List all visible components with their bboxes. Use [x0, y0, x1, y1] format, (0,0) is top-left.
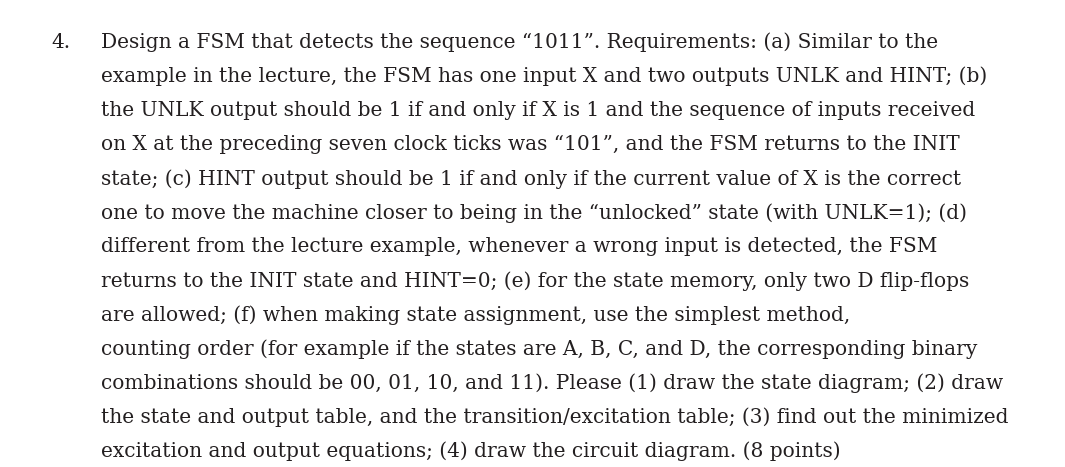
Text: counting order (for example if the states are A, B, C, and D, the corresponding : counting order (for example if the state…: [101, 340, 978, 359]
Text: returns to the INIT state and HINT=0; (e) for the state memory, only two D flip-: returns to the INIT state and HINT=0; (e…: [101, 271, 969, 291]
Text: on X at the preceding seven clock ticks was “101”, and the FSM returns to the IN: on X at the preceding seven clock ticks …: [101, 135, 960, 154]
Text: combinations should be 00, 01, 10, and 11). Please (1) draw the state diagram; (: combinations should be 00, 01, 10, and 1…: [101, 374, 1003, 393]
Text: Design a FSM that detects the sequence “1011”. Requirements: (a) Similar to the: Design a FSM that detects the sequence “…: [101, 33, 938, 52]
Text: excitation and output equations; (4) draw the circuit diagram. (8 points): excitation and output equations; (4) dra…: [101, 442, 840, 461]
Text: the state and output table, and the transition/excitation table; (3) find out th: the state and output table, and the tran…: [101, 408, 1009, 427]
Text: example in the lecture, the FSM has one input X and two outputs UNLK and HINT; (: example in the lecture, the FSM has one …: [101, 67, 987, 86]
Text: 4.: 4.: [51, 33, 70, 52]
Text: one to move the machine closer to being in the “unlocked” state (with UNLK=1); (: one to move the machine closer to being …: [101, 203, 967, 223]
Text: the UNLK output should be 1 if and only if X is 1 and the sequence of inputs rec: the UNLK output should be 1 if and only …: [101, 101, 976, 120]
Text: different from the lecture example, whenever a wrong input is detected, the FSM: different from the lecture example, when…: [101, 237, 937, 256]
Text: are allowed; (f) when making state assignment, use the simplest method,: are allowed; (f) when making state assig…: [101, 305, 857, 325]
Text: state; (c) HINT output should be 1 if and only if the current value of X is the : state; (c) HINT output should be 1 if an…: [101, 169, 962, 189]
